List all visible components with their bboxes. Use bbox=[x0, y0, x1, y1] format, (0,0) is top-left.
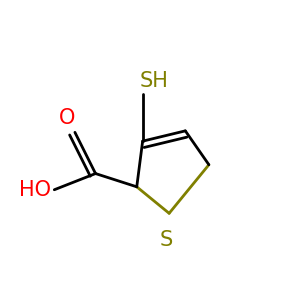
Text: HO: HO bbox=[20, 180, 51, 200]
Text: O: O bbox=[59, 108, 76, 128]
Text: S: S bbox=[160, 230, 173, 250]
Text: SH: SH bbox=[140, 71, 169, 91]
